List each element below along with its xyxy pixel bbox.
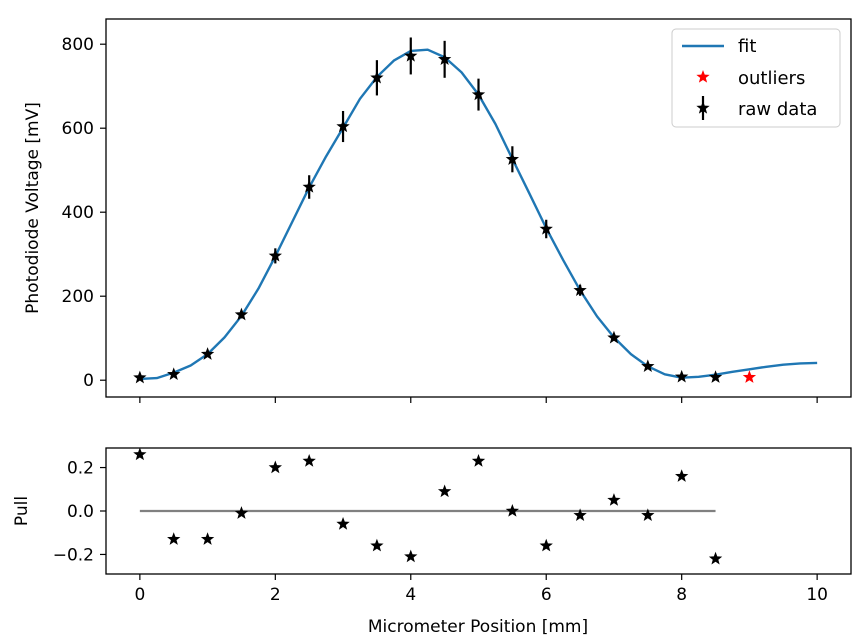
residual-y-tick-label: −0.2 (53, 545, 94, 565)
pull-point (167, 532, 181, 545)
raw-data-point (708, 370, 723, 383)
raw-data-point (336, 119, 350, 133)
pull-point (708, 551, 723, 565)
legend-raw-data-label: raw data (738, 99, 817, 120)
legend-outliers-star (696, 70, 710, 83)
main-y-tick-label: 400 (62, 203, 94, 223)
main-y-tick-label: 200 (62, 287, 94, 307)
raw-data-point (437, 52, 452, 65)
raw-data-point (200, 347, 215, 360)
outlier-point (742, 370, 757, 383)
raw-data-point (505, 152, 520, 165)
raw-data-point (370, 70, 384, 84)
raw-data-point (573, 283, 587, 296)
legend-raw-data-star (696, 101, 710, 114)
raw-data-point (133, 370, 147, 384)
raw-data-point (641, 359, 655, 372)
main-data-layer (133, 37, 818, 384)
residual-x-tick-label: 2 (270, 585, 281, 605)
pull-point (133, 447, 147, 461)
residual-x-tick-label: 8 (676, 585, 687, 605)
pull-point (302, 454, 316, 467)
raw-data-point (539, 222, 553, 235)
main-plot: 0 200 400 600 800 Photodiode Voltage [mV] fi… (23, 18, 852, 403)
pull-point (607, 493, 621, 506)
main-y-tick-label: 800 (62, 35, 94, 55)
raw-data-point (234, 307, 249, 321)
pull-point (200, 532, 215, 545)
pull-point (370, 538, 384, 552)
legend-box (671, 28, 841, 128)
residual-x-tick-label: 0 (134, 585, 145, 605)
raw-data-point (607, 330, 621, 344)
legend-fit-label: fit (738, 36, 756, 57)
legend-raw-data-swatch (696, 96, 710, 120)
legend-outliers-swatch (696, 70, 710, 83)
pull-point (675, 469, 689, 482)
pull-point (336, 517, 350, 530)
pull-point (641, 508, 655, 522)
legend: fit outliers raw data (671, 28, 841, 128)
raw-data-point (167, 367, 181, 380)
main-y-tick-label: 0 (83, 371, 94, 391)
residual-x-tick-label: 6 (541, 585, 552, 605)
main-y-tick-label: 600 (62, 119, 94, 139)
residual-y-axis-label: Pull (12, 496, 32, 526)
residual-plot: 0 2 4 6 8 10 −0.2 0.0 0.2 Pull Micrometer Positi… (12, 447, 852, 637)
x-axis-label: Micrometer Position [mm] (368, 617, 588, 637)
residual-x-tick-label: 4 (405, 585, 416, 605)
main-axis-ticks: 0 200 400 600 800 (62, 35, 818, 403)
pull-point (573, 508, 587, 522)
residual-y-tick-label: 0.0 (67, 502, 94, 522)
residual-axis-ticks: 0 2 4 6 8 10 −0.2 0.0 0.2 (53, 459, 828, 605)
raw-data-point (471, 87, 486, 101)
residual-data-layer (133, 447, 723, 565)
main-y-axis-label: Photodiode Voltage [mV] (23, 102, 43, 314)
main-plot-frame (105, 18, 852, 398)
pull-point (505, 504, 520, 517)
legend-outliers-label: outliers (738, 68, 805, 89)
raw-data-point (404, 48, 418, 62)
raw-data-point (675, 369, 689, 383)
pull-point (268, 460, 282, 474)
residual-x-tick-label: 10 (806, 585, 828, 605)
residual-y-tick-label: 0.2 (67, 459, 94, 479)
pull-point (234, 506, 249, 519)
raw-data-point (268, 248, 282, 262)
pull-point (539, 538, 553, 552)
pull-point (404, 549, 418, 563)
pull-point (437, 484, 452, 498)
raw-data-point (302, 180, 316, 193)
pull-point (471, 454, 486, 467)
